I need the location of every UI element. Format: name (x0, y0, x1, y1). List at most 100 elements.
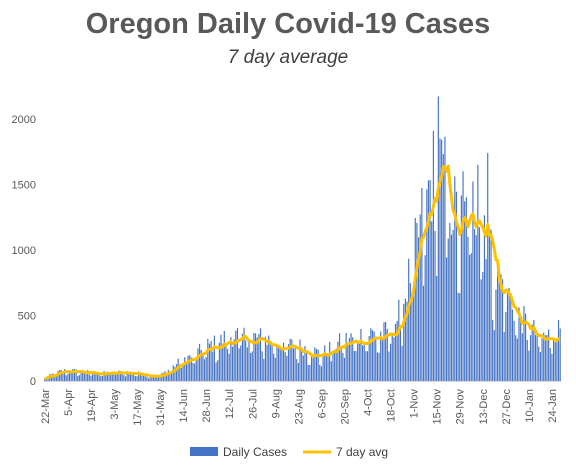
bar (207, 338, 209, 381)
bar (291, 339, 293, 381)
bar (276, 344, 278, 381)
bar (538, 346, 540, 381)
bar (338, 333, 341, 381)
x-tick-label: 14-Jun (178, 389, 190, 423)
bar (78, 375, 80, 381)
bar (534, 335, 537, 381)
bar (358, 343, 360, 381)
bar (485, 259, 487, 381)
x-tick-label: 6-Sep (316, 389, 328, 418)
x-tick-label: 3-May (109, 389, 121, 420)
bar (332, 353, 334, 381)
x-tick-label: 15-Nov (432, 389, 444, 425)
bar (231, 346, 234, 381)
bar (370, 328, 372, 381)
bar (320, 366, 323, 381)
bar (151, 375, 153, 381)
bar (495, 289, 497, 381)
bar (510, 293, 512, 381)
x-tick-label: 28-Jun (201, 389, 213, 423)
bar (431, 221, 433, 381)
bar (307, 364, 309, 381)
bar (544, 335, 546, 381)
bar (126, 371, 128, 381)
bar (309, 364, 311, 381)
bar (539, 352, 541, 381)
bar (139, 373, 141, 381)
bar (85, 372, 87, 381)
bar (437, 96, 439, 382)
bar (124, 376, 127, 381)
bar (217, 360, 219, 381)
bar (330, 361, 332, 381)
bar (526, 339, 528, 381)
bar (82, 372, 84, 381)
bar (335, 348, 337, 381)
bar (503, 332, 505, 381)
bar (483, 215, 486, 381)
bar (419, 214, 421, 381)
bar (60, 370, 62, 381)
bar (404, 298, 406, 381)
bar (230, 337, 232, 381)
bar (454, 176, 456, 381)
bar (77, 376, 79, 381)
y-tick-label: 1500 (12, 179, 36, 191)
bar (444, 136, 446, 381)
bar (259, 328, 262, 381)
bar (315, 348, 318, 381)
bar (518, 307, 520, 381)
bar (421, 188, 423, 381)
bar (284, 352, 286, 381)
bar (490, 229, 492, 381)
bar (371, 330, 374, 381)
bar (399, 326, 402, 381)
bar (70, 371, 72, 381)
bar (167, 369, 169, 381)
x-tick-label: 19-Apr (86, 389, 98, 422)
bar (381, 337, 383, 381)
bar (212, 351, 214, 381)
bar (121, 373, 123, 381)
bar (314, 347, 316, 381)
bar (208, 343, 211, 381)
bar (324, 345, 326, 381)
bar (362, 345, 364, 381)
bar (357, 341, 359, 381)
x-tick-label: 26-Jul (247, 389, 259, 419)
bar (154, 376, 156, 381)
bar (177, 358, 179, 381)
bar (549, 348, 551, 381)
x-tick-label: 22-Mar (40, 389, 52, 424)
bar (233, 339, 235, 381)
bar (65, 375, 67, 381)
bar (68, 371, 71, 381)
bar (169, 373, 171, 381)
bar (202, 353, 204, 381)
bar (426, 189, 428, 381)
bar (279, 345, 281, 381)
bar (388, 351, 390, 381)
bar (115, 373, 117, 381)
bar (427, 180, 430, 381)
bar (319, 364, 321, 381)
bar (133, 373, 135, 381)
bar (111, 374, 113, 381)
bar (131, 373, 133, 381)
bar (223, 330, 225, 381)
bar (194, 363, 196, 381)
bar (366, 351, 369, 381)
bar (398, 299, 400, 381)
bar (302, 355, 304, 381)
bar (255, 333, 257, 381)
bar (136, 376, 138, 381)
bar (205, 357, 207, 381)
bar (508, 287, 510, 381)
bar (246, 347, 248, 381)
bar (342, 352, 344, 381)
bar (143, 375, 145, 381)
bar (240, 345, 242, 381)
bar (436, 276, 438, 381)
